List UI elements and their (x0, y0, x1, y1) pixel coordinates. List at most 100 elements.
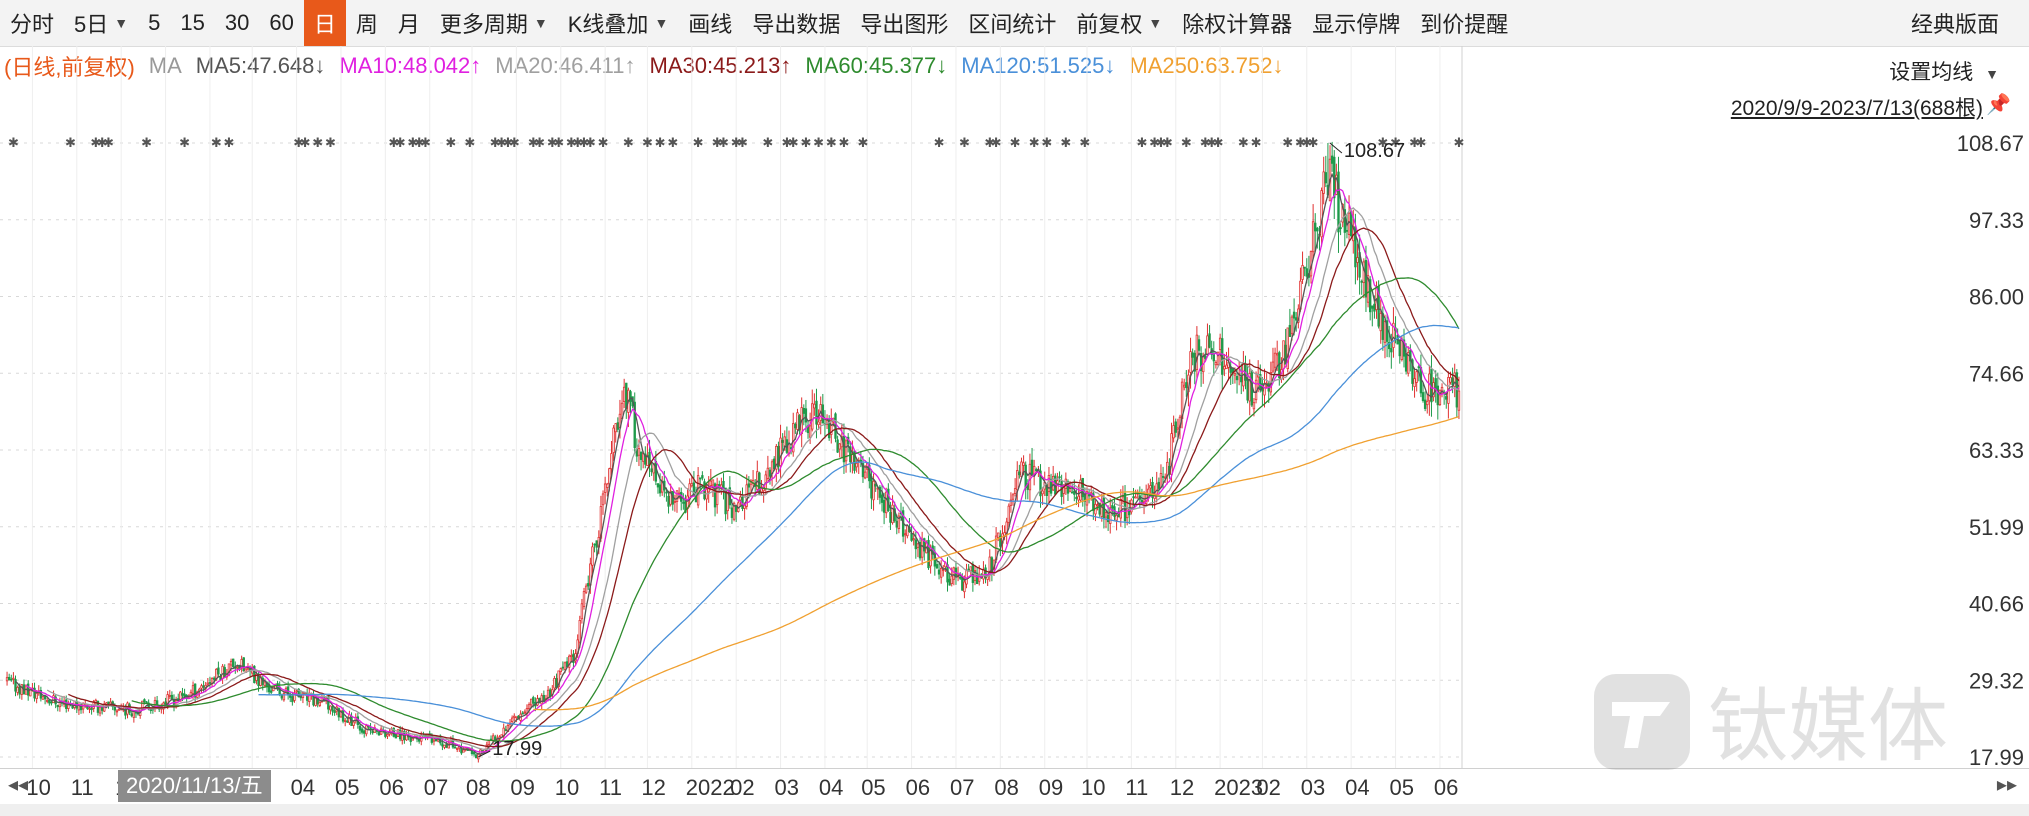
event-marker-icon[interactable]: ✱ (312, 135, 323, 150)
period-button-16[interactable]: 除权计算器 (1172, 0, 1302, 46)
event-marker-icon[interactable]: ✱ (1453, 135, 1464, 150)
event-marker-icon[interactable]: ✱ (1295, 135, 1306, 150)
period-button-1[interactable]: 5日 ▼ (64, 0, 138, 46)
scroll-left-icon[interactable]: ◂◂ (8, 774, 29, 796)
period-button-13[interactable]: 导出图形 (850, 0, 958, 46)
event-marker-icon[interactable]: ✱ (8, 135, 19, 150)
event-marker-icon[interactable]: ✱ (509, 135, 520, 150)
period-button-8[interactable]: 月 (388, 0, 430, 46)
event-marker-icon[interactable]: ✱ (1409, 135, 1420, 150)
event-marker-icon[interactable]: ✱ (623, 135, 634, 150)
event-marker-icon[interactable]: ✱ (141, 135, 152, 150)
event-marker-icon[interactable]: ✱ (1029, 135, 1040, 150)
event-marker-icon[interactable]: ✱ (547, 135, 558, 150)
event-marker-icon[interactable]: ✱ (420, 135, 431, 150)
period-button-9[interactable]: 更多周期 ▼ (430, 0, 558, 46)
event-marker-icon[interactable]: ✱ (1282, 135, 1293, 150)
event-marker-icon[interactable]: ✱ (934, 135, 945, 150)
event-marker-icon[interactable]: ✱ (407, 135, 418, 150)
event-marker-icon[interactable]: ✱ (1238, 135, 1249, 150)
event-marker-icon[interactable]: ✱ (496, 135, 507, 150)
event-marker-icon[interactable]: ✱ (445, 135, 456, 150)
event-marker-icon[interactable]: ✱ (1060, 135, 1071, 150)
event-marker-icon[interactable]: ✱ (781, 135, 792, 150)
period-button-12[interactable]: 导出数据 (742, 0, 850, 46)
event-marker-icon[interactable]: ✱ (490, 135, 501, 150)
period-button-18[interactable]: 到价提醒 (1410, 0, 1518, 46)
event-marker-icon[interactable]: ✱ (414, 135, 425, 150)
event-marker-icon[interactable]: ✱ (1162, 135, 1173, 150)
event-marker-icon[interactable]: ✱ (1136, 135, 1147, 150)
event-marker-icon[interactable]: ✱ (585, 135, 596, 150)
event-marker-icon[interactable]: ✱ (959, 135, 970, 150)
period-button-4[interactable]: 30 (215, 0, 259, 46)
event-marker-icon[interactable]: ✱ (388, 135, 399, 150)
event-marker-icon[interactable]: ✱ (667, 135, 678, 150)
event-marker-icon[interactable]: ✱ (712, 135, 723, 150)
event-marker-icon[interactable]: ✱ (1079, 135, 1090, 150)
period-button-7[interactable]: 周 (346, 0, 388, 46)
event-marker-icon[interactable]: ✱ (1251, 135, 1262, 150)
event-marker-icon[interactable]: ✱ (1390, 135, 1401, 150)
scroll-right-icon[interactable]: ▸▸ (1996, 774, 2017, 796)
event-marker-icon[interactable]: ✱ (211, 135, 222, 150)
event-marker-icon[interactable]: ✱ (97, 135, 108, 150)
event-marker-icon[interactable]: ✱ (1377, 135, 1388, 150)
event-marker-icon[interactable]: ✱ (528, 135, 539, 150)
event-marker-icon[interactable]: ✱ (655, 135, 666, 150)
event-marker-icon[interactable]: ✱ (731, 135, 742, 150)
event-marker-icon[interactable]: ✱ (1149, 135, 1160, 150)
event-marker-icon[interactable]: ✱ (1156, 135, 1167, 150)
event-marker-icon[interactable]: ✱ (103, 135, 114, 150)
period-button-2[interactable]: 5 (138, 0, 170, 46)
event-marker-icon[interactable]: ✱ (395, 135, 406, 150)
event-marker-icon[interactable]: ✱ (800, 135, 811, 150)
event-marker-icon[interactable]: ✱ (1213, 135, 1224, 150)
event-marker-icon[interactable]: ✱ (464, 135, 475, 150)
ma-settings-dropdown[interactable]: 设置均线 ▼ (1889, 56, 1999, 86)
event-marker-icon[interactable]: ✱ (224, 135, 235, 150)
event-marker-icon[interactable]: ✱ (1301, 135, 1312, 150)
event-marker-icon[interactable]: ✱ (325, 135, 336, 150)
chart-scrollbar[interactable] (0, 804, 2029, 816)
event-marker-icon[interactable]: ✱ (1200, 135, 1211, 150)
period-button-3[interactable]: 15 (170, 0, 214, 46)
event-marker-icon[interactable]: ✱ (788, 135, 799, 150)
event-marker-icon[interactable]: ✱ (566, 135, 577, 150)
event-marker-icon[interactable]: ✱ (718, 135, 729, 150)
event-marker-icon[interactable]: ✱ (553, 135, 564, 150)
event-marker-icon[interactable]: ✱ (693, 135, 704, 150)
event-marker-icon[interactable]: ✱ (534, 135, 545, 150)
pin-icon[interactable]: 📌 (1986, 94, 2011, 116)
period-button-5[interactable]: 60 (259, 0, 303, 46)
event-marker-icon[interactable]: ✱ (762, 135, 773, 150)
classic-layout-button[interactable]: 经典版面 (1911, 0, 1999, 46)
date-range-label[interactable]: 2020/9/9-2023/7/13(688根) (1730, 97, 1983, 120)
event-marker-icon[interactable]: ✱ (300, 135, 311, 150)
event-marker-icon[interactable]: ✱ (991, 135, 1002, 150)
event-marker-icon[interactable]: ✱ (179, 135, 190, 150)
period-button-17[interactable]: 显示停牌 (1302, 0, 1410, 46)
event-marker-icon[interactable]: ✱ (858, 135, 869, 150)
event-marker-icon[interactable]: ✱ (1041, 135, 1052, 150)
event-marker-icon[interactable]: ✱ (65, 135, 76, 150)
event-marker-icon[interactable]: ✱ (1415, 135, 1426, 150)
period-button-0[interactable]: 分时 (0, 0, 64, 46)
event-marker-icon[interactable]: ✱ (826, 135, 837, 150)
event-marker-icon[interactable]: ✱ (293, 135, 304, 150)
period-button-6[interactable]: 日 (303, 0, 346, 46)
event-marker-icon[interactable]: ✱ (642, 135, 653, 150)
period-button-11[interactable]: 画线 (678, 0, 742, 46)
event-marker-icon[interactable]: ✱ (813, 135, 824, 150)
event-marker-icon[interactable]: ✱ (1206, 135, 1217, 150)
period-button-15[interactable]: 前复权 ▼ (1066, 0, 1172, 46)
event-marker-icon[interactable]: ✱ (572, 135, 583, 150)
event-marker-icon[interactable]: ✱ (579, 135, 590, 150)
event-marker-icon[interactable]: ✱ (737, 135, 748, 150)
event-marker-icon[interactable]: ✱ (838, 135, 849, 150)
event-marker-icon[interactable]: ✱ (1010, 135, 1021, 150)
period-button-14[interactable]: 区间统计 (958, 0, 1066, 46)
event-marker-icon[interactable]: ✱ (502, 135, 513, 150)
period-button-10[interactable]: K线叠加 ▼ (558, 0, 679, 46)
